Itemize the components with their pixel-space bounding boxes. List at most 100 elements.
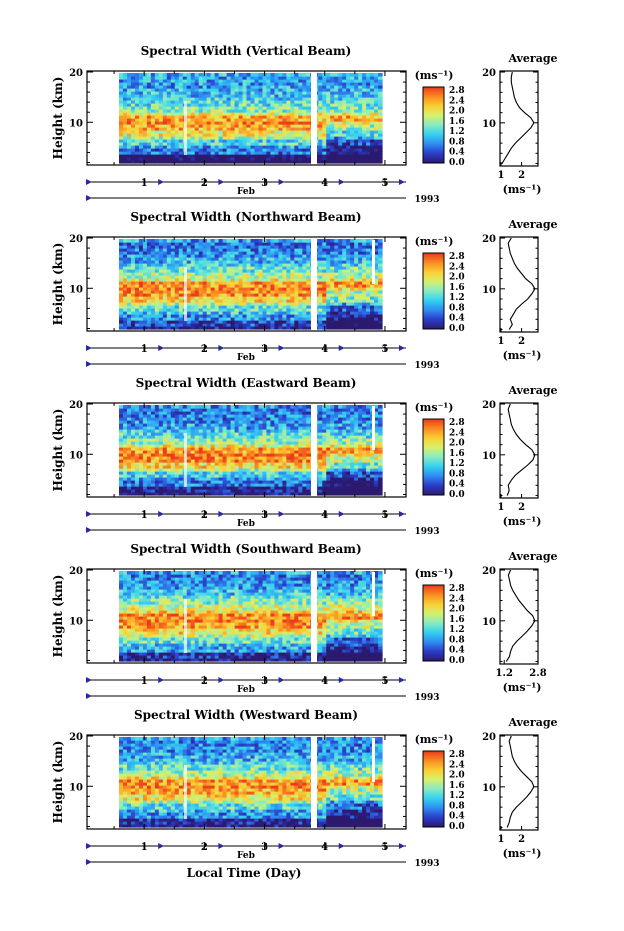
heatmap-cell [130, 97, 136, 101]
heatmap-cell [170, 483, 176, 487]
colorbar-segment [423, 273, 444, 277]
heatmap-cell [274, 103, 279, 107]
heatmap-cell [170, 106, 176, 110]
heatmap-cell [138, 124, 144, 128]
heatmap-cell [290, 471, 295, 475]
heatmap-cell [134, 103, 140, 107]
heatmap-cell [262, 124, 268, 128]
heatmap-cell [146, 248, 152, 252]
heatmap-cell [190, 115, 196, 119]
heatmap-cell [326, 486, 331, 490]
heatmap-cell [166, 127, 172, 131]
heatmap-cell [378, 465, 383, 469]
heatmap-cell [342, 245, 347, 249]
heatmap-cell [262, 118, 268, 122]
heatmap-cell [274, 462, 279, 466]
heatmap-cell [326, 296, 331, 300]
heatmap-cell [190, 242, 196, 246]
heatmap-cell [346, 468, 351, 472]
heatmap-cell [374, 160, 379, 164]
heatmap-cell [238, 290, 244, 294]
heatmap-cell [298, 314, 303, 318]
heatmap-cell [222, 284, 228, 288]
heatmap-cell [338, 272, 343, 276]
heatmap-cell [306, 124, 311, 128]
heatmap-cell [234, 266, 240, 270]
heatmap-cell [154, 79, 160, 83]
heatmap-cell [242, 468, 248, 472]
heatmap-cell [230, 103, 236, 107]
heatmap-cell [298, 305, 303, 309]
heatmap-cell [238, 287, 244, 291]
heatmap-cell [346, 139, 351, 143]
heatmap-cell [214, 154, 220, 158]
heatmap-cell [322, 272, 327, 276]
heatmap-cell [246, 115, 252, 119]
heatmap-cell [186, 462, 192, 466]
heatmap-cell [186, 91, 192, 95]
heatmap-cell [378, 139, 383, 143]
heatmap-cell [134, 483, 140, 487]
heatmap-cell [282, 118, 287, 122]
heatmap-cell [318, 483, 323, 487]
heatmap-cell [222, 260, 228, 264]
heatmap-cell [346, 154, 351, 158]
panel-title: Spectral Width (Vertical Beam) [141, 44, 352, 58]
heatmap-cell [186, 97, 192, 101]
heatmap-cell [342, 284, 347, 288]
heatmap-cell [262, 248, 268, 252]
heatmap-cell [350, 248, 355, 252]
heatmap-cell [354, 320, 359, 324]
heatmap-cell [290, 492, 295, 496]
heatmap-cell [318, 130, 323, 134]
heatmap-cell [278, 260, 283, 264]
heatmap-cell [218, 151, 224, 155]
heatmap-cell [234, 73, 240, 77]
heatmap-cell [374, 112, 379, 116]
heatmap-cell [226, 465, 232, 469]
heatmap-cell [246, 76, 252, 80]
heatmap-cell [294, 278, 299, 282]
heatmap-cell [378, 76, 383, 80]
heatmap-cell [162, 305, 168, 309]
heatmap-cell [218, 245, 224, 249]
heatmap-cell [270, 260, 275, 264]
heatmap-cell [238, 275, 244, 279]
heatmap-cell [222, 112, 228, 116]
heatmap-cell [294, 290, 299, 294]
heatmap-cell [122, 133, 128, 137]
heatmap-cell [194, 136, 200, 140]
heatmap-cell [218, 308, 224, 312]
heatmap-cell [234, 133, 240, 137]
heatmap-cell [254, 284, 260, 288]
heatmap-cell [138, 148, 144, 152]
heatmap-cell [354, 477, 359, 481]
heatmap-cell [326, 154, 331, 158]
heatmap-cell [330, 151, 335, 155]
heatmap-cell [222, 323, 228, 327]
heatmap-cell [170, 275, 176, 279]
heatmap-cell [366, 275, 371, 279]
heatmap-cell [150, 477, 156, 481]
heatmap-cell [126, 142, 132, 146]
heatmap-cell [182, 154, 188, 158]
heatmap-cell [198, 124, 204, 128]
heatmap-cell [278, 477, 283, 481]
heatmap-cell [326, 142, 331, 146]
heatmap-cell [206, 82, 212, 86]
heatmap-cell [366, 254, 371, 258]
heatmap-cell [250, 471, 256, 475]
heatmap-cell [282, 160, 287, 164]
heatmap-cell [350, 88, 355, 92]
heatmap-cell [230, 299, 236, 303]
heatmap-cell [150, 272, 156, 276]
heatmap-cell [370, 305, 375, 309]
heatmap-cell [150, 263, 156, 267]
heatmap-cell [270, 468, 275, 472]
profile-x-tick-label: 2 [518, 336, 525, 347]
heatmap-cell [346, 314, 351, 318]
heatmap-cell [186, 474, 192, 478]
heatmap-cell [334, 145, 339, 149]
heatmap-cell [142, 296, 148, 300]
heatmap-cell [178, 489, 184, 493]
